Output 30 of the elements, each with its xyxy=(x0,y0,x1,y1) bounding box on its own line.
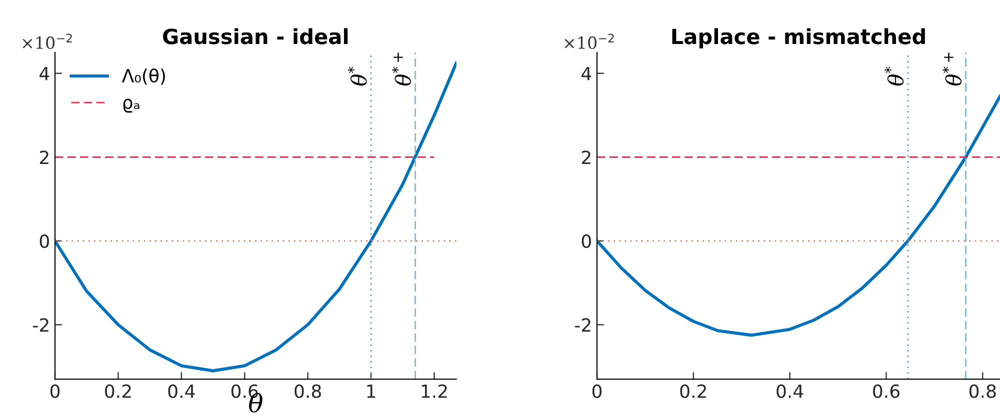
legend-label: Λ₀(θ) xyxy=(122,68,165,85)
ref-line-label: θ$^{*+}$ xyxy=(392,52,412,86)
x-tick-label: 1 xyxy=(367,384,376,398)
y-tick-label: 0 xyxy=(582,234,591,248)
ref-line-label: θ$^{*}$ xyxy=(884,66,904,86)
y-tick-label: -2 xyxy=(575,318,590,332)
x-tick-label: 1.2 xyxy=(422,384,447,398)
x-tick-label: 0 xyxy=(592,384,602,398)
y-tick-label: -2 xyxy=(33,318,48,332)
x-tick-label: 0.2 xyxy=(105,384,131,398)
text: ×10$^{−2}$ xyxy=(564,34,614,50)
x-tick-label: 0.8 xyxy=(294,384,321,398)
ref-line-label: θ$^{*+}$ xyxy=(942,52,962,86)
legend-label: ϱₐ xyxy=(123,98,140,113)
chart-title: Laplace - mismatched xyxy=(672,28,925,48)
x-tick-label: 0.8 xyxy=(969,384,996,398)
x-tick-label: 0.6 xyxy=(873,384,900,398)
x-tick-label: 0 xyxy=(50,384,60,398)
y-tick-label: 2 xyxy=(582,150,590,164)
y-tick-label: 4 xyxy=(40,67,50,80)
line-series xyxy=(597,94,1000,337)
text: ×10$^{−2}$ xyxy=(22,34,72,50)
y-tick-label: 4 xyxy=(582,67,592,80)
y-tick-label: 0 xyxy=(40,234,49,248)
x-tick-label: 0.4 xyxy=(776,384,804,398)
ref-line-label: θ$^{*}$ xyxy=(348,66,367,86)
x-tick-label: 0.4 xyxy=(168,384,195,398)
chart-title: Gaussian - ideal xyxy=(163,28,348,44)
y-tick-label: 2 xyxy=(40,150,48,164)
x-tick-label: 0.2 xyxy=(680,384,706,398)
